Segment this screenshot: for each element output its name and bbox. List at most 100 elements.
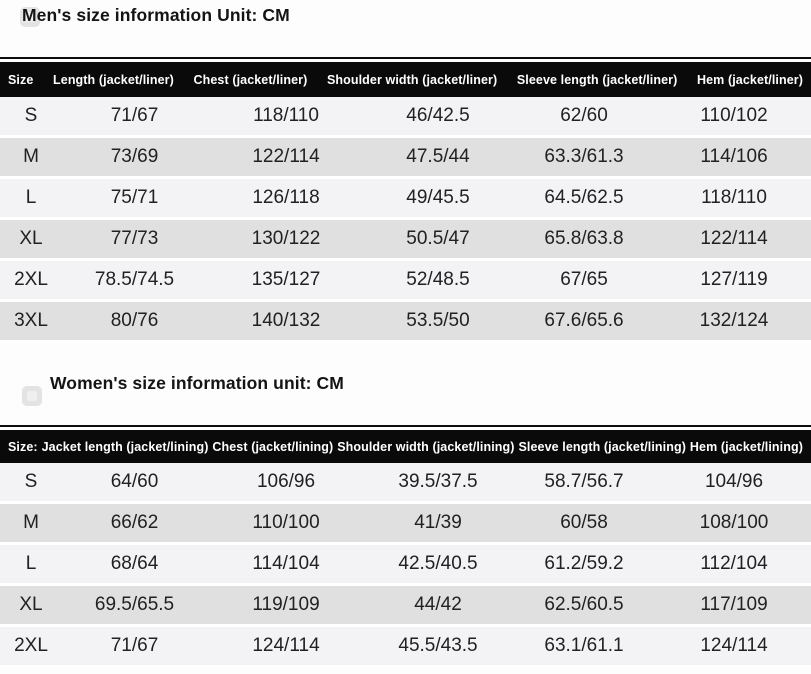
column-header: Hem (jacket/lining): [689, 439, 803, 454]
table-row: 3XL 80/76 140/132 53.5/50 67.6/65.6 132/124: [0, 302, 811, 343]
table-row: L 75/71 126/118 49/45.5 64.5/62.5 118/110: [0, 179, 811, 220]
size-label-cell: XL: [19, 594, 43, 615]
table-top-border: [0, 57, 811, 59]
measurement-cell: 61.2/59.2: [544, 553, 624, 574]
measurement-cell: 108/100: [699, 512, 769, 533]
measurement-cell: 75/71: [110, 187, 159, 208]
measurement-cell: 53.5/50: [406, 310, 470, 331]
measurement-cell: 127/119: [700, 269, 768, 290]
measurement-cell: 45.5/43.5: [398, 635, 478, 656]
measurement-cell: 50.5/47: [406, 228, 470, 249]
measurement-cell: 69.5/65.5: [94, 594, 175, 615]
measurement-cell: 117/109: [700, 594, 768, 615]
table-row: 2XL 71/67 124/114 45.5/43.5 63.1/61.1 124/114: [0, 627, 811, 668]
table-row: M 66/62 110/100 41/39 60/58 108/100: [0, 504, 811, 545]
measurement-cell: 41/39: [414, 512, 462, 533]
measurement-cell: 71/67: [110, 635, 159, 656]
column-header: Size:: [8, 439, 38, 454]
column-header: Hem (jacket/liner): [696, 72, 803, 87]
measurement-cell: 42.5/40.5: [398, 553, 478, 574]
column-header: Chest (jacket/liner): [193, 72, 308, 87]
measurement-cell: 67/65: [560, 269, 608, 290]
size-label-cell: 2XL: [14, 269, 48, 290]
column-header: Shoulder width (jacket/lining): [337, 439, 515, 454]
measurement-cell: 64.5/62.5: [544, 187, 624, 208]
size-label-cell: S: [24, 471, 38, 492]
measurement-cell: 39.5/37.5: [398, 471, 478, 492]
measurement-cell: 124/114: [252, 635, 320, 656]
measurement-cell: 67.6/65.6: [544, 310, 624, 331]
measurement-cell: 64/60: [110, 471, 159, 492]
table-row: S 71/67 118/110 46/42.5 62/60 110/102: [0, 97, 811, 138]
measurement-cell: 122/114: [252, 146, 320, 167]
measurement-cell: 47.5/44: [406, 146, 470, 167]
measurement-cell: 80/76: [110, 310, 159, 331]
measurement-cell: 65.8/63.8: [544, 228, 624, 249]
measurement-cell: 104/96: [704, 471, 764, 492]
mens-size-section: Men's size information Unit: CM Size Leng…: [0, 0, 811, 343]
womens-table-header: Size: Jacket length (jacket/lining) Chest …: [0, 430, 811, 463]
measurement-cell: 130/122: [251, 228, 321, 249]
measurement-cell: 62/60: [560, 105, 608, 126]
table-top-border: [0, 425, 811, 427]
table-row: S 64/60 106/96 39.5/37.5 58.7/56.7 104/96: [0, 463, 811, 504]
womens-title-area: Women's size information unit: CM: [0, 343, 811, 425]
measurement-cell: 124/114: [700, 635, 768, 656]
measurement-cell: 118/110: [701, 187, 767, 208]
table-row: XL 69.5/65.5 119/109 44/42 62.5/60.5 117/109: [0, 586, 811, 627]
mens-section-title: Men's size information Unit: CM: [22, 5, 290, 25]
mens-table-header: Size Length (jacket/liner) Chest (jacket/l…: [0, 62, 811, 97]
measurement-cell: 140/132: [251, 310, 321, 331]
table-row: L 68/64 114/104 42.5/40.5 61.2/59.2 112/104: [0, 545, 811, 586]
column-header: Length (jacket/liner): [53, 72, 174, 87]
table-row: XL 77/73 130/122 50.5/47 65.8/63.8 122/114: [0, 220, 811, 261]
measurement-cell: 73/69: [110, 146, 159, 167]
measurement-cell: 46/42.5: [406, 105, 470, 126]
measurement-cell: 71/67: [110, 105, 159, 126]
section-marker-icon: [20, 7, 40, 27]
measurement-cell: 58.7/56.7: [544, 471, 624, 492]
table-row: 2XL 78.5/74.5 135/127 52/48.5 67/65 127/119: [0, 261, 811, 302]
measurement-cell: 52/48.5: [406, 269, 470, 290]
size-label-cell: L: [25, 553, 37, 574]
measurement-cell: 114/104: [252, 553, 320, 574]
measurement-cell: 63.1/61.1: [544, 635, 624, 656]
column-header: Jacket length (jacket/lining): [41, 439, 209, 454]
size-label-cell: M: [23, 512, 39, 533]
measurement-cell: 77/73: [110, 228, 159, 249]
section-marker-inner-icon: [25, 12, 35, 22]
mens-title-area: Men's size information Unit: CM: [0, 0, 811, 57]
womens-size-section: Women's size information unit: CM Size: J…: [0, 343, 811, 668]
measurement-cell: 135/127: [251, 269, 321, 290]
measurement-cell: 126/118: [252, 187, 320, 208]
table-row: M 73/69 122/114 47.5/44 63.3/61.3 114/106: [0, 138, 811, 179]
measurement-cell: 110/100: [252, 512, 320, 533]
column-header: Sleeve length (jacket/lining): [518, 439, 686, 454]
mens-size-table: S 71/67 118/110 46/42.5 62/60 110/102 M 73/69 12…: [0, 97, 811, 343]
measurement-cell: 68/64: [110, 553, 159, 574]
column-header: Size: [8, 72, 34, 87]
column-header: Sleeve length (jacket/liner): [516, 72, 678, 87]
measurement-cell: 119/109: [252, 594, 320, 615]
size-label-cell: 3XL: [14, 310, 48, 331]
section-marker-icon: [22, 386, 42, 406]
size-label-cell: S: [24, 105, 38, 126]
womens-size-table: S 64/60 106/96 39.5/37.5 58.7/56.7 104/96 M 66/…: [0, 463, 811, 668]
size-label-cell: XL: [19, 228, 43, 249]
size-label-cell: 2XL: [14, 635, 48, 656]
size-label-cell: M: [23, 146, 39, 167]
womens-section-title: Women's size information unit: CM: [50, 373, 344, 393]
measurement-cell: 132/124: [699, 310, 769, 331]
measurement-cell: 122/114: [700, 228, 768, 249]
measurement-cell: 114/106: [700, 146, 768, 167]
measurement-cell: 110/102: [700, 105, 768, 126]
measurement-cell: 66/62: [110, 512, 159, 533]
section-marker-inner-icon: [27, 391, 37, 401]
measurement-cell: 112/104: [700, 553, 768, 574]
measurement-cell: 44/42: [414, 594, 462, 615]
measurement-cell: 106/96: [256, 471, 316, 492]
measurement-cell: 60/58: [560, 512, 608, 533]
measurement-cell: 63.3/61.3: [544, 146, 624, 167]
measurement-cell: 78.5/74.5: [94, 269, 175, 290]
size-label-cell: L: [25, 187, 37, 208]
